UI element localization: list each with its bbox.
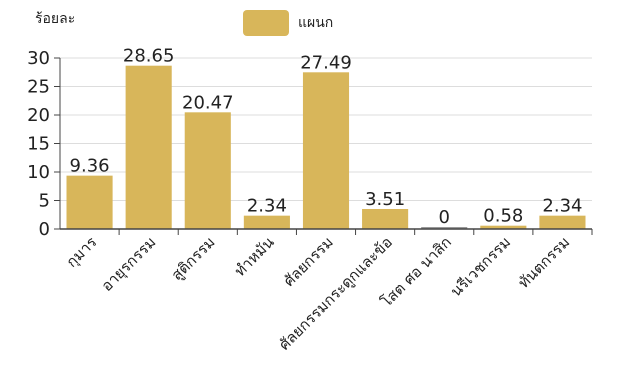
x-tick-label: อายุรกรรม — [98, 233, 160, 295]
data-label: 0 — [438, 207, 449, 228]
legend-label: แผนก — [298, 15, 333, 31]
data-label: 2.34 — [542, 196, 582, 217]
data-label: 2.34 — [247, 196, 287, 217]
bar — [480, 225, 527, 229]
data-label: 9.36 — [70, 156, 110, 177]
bar — [362, 208, 409, 229]
data-label: 27.49 — [300, 52, 352, 73]
y-tick-label: 10 — [27, 162, 50, 183]
data-label: 3.51 — [365, 189, 405, 210]
y-tick-label: 15 — [27, 134, 50, 155]
x-tick-label: ศัลยกรรมกระดูกและข้อ — [275, 233, 396, 354]
bar — [184, 112, 231, 229]
bar — [302, 72, 350, 229]
x-tick-label: กุมาร — [63, 233, 102, 272]
y-tick-label: 20 — [27, 105, 50, 126]
y-tick-label: 0 — [39, 219, 50, 240]
bar — [243, 215, 290, 229]
legend-swatch — [243, 10, 289, 36]
bar — [421, 227, 468, 229]
y-axis-label: ร้อยละ — [35, 11, 75, 27]
x-tick-label: ทันตกรรม — [515, 233, 574, 292]
y-tick-label: 25 — [27, 77, 50, 98]
y-tick-label: 30 — [27, 48, 50, 69]
x-tick-label: ทำหมัน — [231, 233, 278, 280]
legend: แผนก — [243, 10, 333, 36]
x-tick-label: สูติกรรม — [168, 233, 219, 284]
bar — [539, 215, 586, 229]
y-tick-label: 5 — [39, 191, 50, 212]
data-label: 0.58 — [483, 206, 523, 227]
data-label: 20.47 — [182, 92, 234, 113]
x-tick-label: ศัลยกรรม — [280, 233, 337, 290]
x-tick-label: นรีเวชกรรม — [447, 233, 514, 300]
data-label: 28.65 — [123, 46, 175, 67]
bar — [66, 175, 113, 229]
bar — [125, 65, 172, 229]
